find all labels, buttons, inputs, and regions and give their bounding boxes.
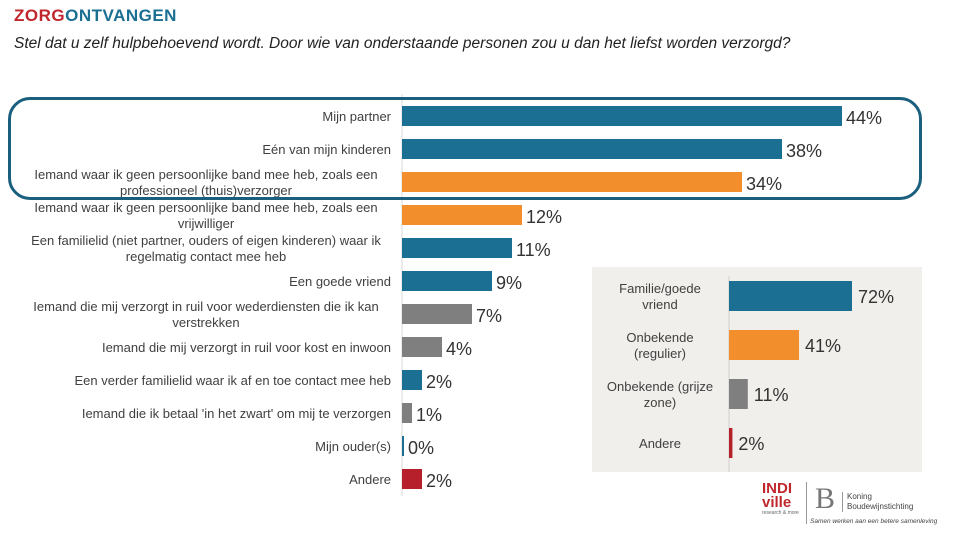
summary-chart-category-line: Onbekende bbox=[626, 330, 693, 345]
main-chart-category-line: Iemand die mij verzorgt in ruil voor kos… bbox=[102, 340, 391, 355]
main-chart-data-label: 44% bbox=[846, 108, 882, 128]
main-chart-data-label: 2% bbox=[426, 471, 452, 491]
main-chart-data-label: 1% bbox=[416, 405, 442, 425]
main-chart-bar bbox=[402, 238, 512, 258]
main-chart-bar bbox=[402, 337, 442, 357]
page-title-part1: ZORG bbox=[14, 6, 66, 25]
summary-chart-bar bbox=[729, 330, 800, 360]
summary-chart-category-line: Andere bbox=[639, 436, 681, 451]
summary-chart-category-label: Familie/goede vriend bbox=[619, 281, 701, 312]
summary-chart-bar bbox=[729, 428, 733, 458]
main-chart-category-label: Iemand die mij verzorgt in ruil voor wed… bbox=[33, 299, 378, 330]
main-chart-category-label: Mijn ouder(s) bbox=[315, 439, 391, 454]
main-chart-category-label: Een verder familielid waar ik af en toe … bbox=[74, 373, 391, 388]
main-chart-category-line: Iemand waar ik geen persoonlijke band me… bbox=[34, 167, 377, 182]
main-chart-bar bbox=[402, 304, 472, 324]
summary-chart-bar bbox=[729, 281, 852, 311]
main-chart-data-label: 7% bbox=[476, 306, 502, 326]
logo-area: INDI ville research & more B Koning Boud… bbox=[760, 480, 950, 532]
main-chart-category-line: Iemand die mij verzorgt in ruil voor wed… bbox=[33, 299, 378, 314]
summary-chart-data-label: 41% bbox=[805, 336, 841, 356]
summary-chart-category-line: zone) bbox=[644, 395, 677, 410]
summary-chart-category-label: Onbekende (regulier) bbox=[626, 330, 693, 361]
main-chart-category-line: Mijn ouder(s) bbox=[315, 439, 391, 454]
main-chart-bar bbox=[402, 139, 782, 159]
main-chart-category-line: Iemand die ik betaal 'in het zwart' om m… bbox=[82, 406, 391, 421]
kb-logo-mark: B bbox=[814, 482, 835, 515]
main-chart-category-line: vrijwilliger bbox=[178, 216, 235, 231]
main-chart-category-label: Iemand die ik betaal 'in het zwart' om m… bbox=[82, 406, 391, 421]
main-chart-category-line: Mijn partner bbox=[322, 109, 391, 124]
summary-chart-bar bbox=[729, 379, 748, 409]
main-chart-category-label: Een familielid (niet partner, ouders of … bbox=[31, 233, 381, 264]
main-chart-category-line: Een familielid (niet partner, ouders of … bbox=[31, 233, 381, 248]
summary-chart-category-label: Onbekende (grijze zone) bbox=[607, 379, 713, 410]
logo-divider bbox=[806, 482, 807, 524]
summary-chart-data-label: 72% bbox=[858, 287, 894, 307]
indiville-logo-line2: ville bbox=[762, 494, 792, 511]
main-chart-data-label: 4% bbox=[446, 339, 472, 359]
main-chart-bar bbox=[402, 205, 522, 225]
main-chart-data-label: 9% bbox=[496, 273, 522, 293]
summary-chart-category-label: Andere bbox=[639, 436, 681, 451]
main-chart-data-label: 2% bbox=[426, 372, 452, 392]
main-chart-category-line: regelmatig contact mee heb bbox=[126, 249, 286, 264]
main-chart-data-label: 38% bbox=[786, 141, 822, 161]
main-chart-bar bbox=[402, 469, 422, 489]
indiville-logo-line1: INDI bbox=[762, 480, 792, 497]
indiville-tagline: research & more bbox=[762, 510, 799, 516]
summary-chart-category-line: (regulier) bbox=[634, 346, 686, 361]
page-title: ZORGONTVANGEN bbox=[14, 6, 177, 26]
main-chart-bar bbox=[402, 370, 422, 390]
main-chart-bar bbox=[402, 403, 412, 423]
main-chart-data-label: 11% bbox=[516, 240, 551, 260]
survey-question: Stel dat u zelf hulpbehoevend wordt. Doo… bbox=[14, 35, 791, 52]
page-title-part2: ONTVANGEN bbox=[65, 6, 177, 25]
summary-chart-data-label: 2% bbox=[738, 434, 764, 454]
kb-name-line2: Boudewijnstichting bbox=[847, 502, 914, 511]
main-chart-bar bbox=[402, 271, 492, 291]
main-chart-data-label: 34% bbox=[746, 174, 782, 194]
main-chart-data-label: 12% bbox=[526, 207, 562, 227]
highlight-frame bbox=[8, 97, 922, 200]
main-chart-category-label: Een goede vriend bbox=[289, 274, 391, 289]
main-chart-category-line: Andere bbox=[349, 472, 391, 487]
kb-name-line1: Koning bbox=[847, 492, 872, 501]
main-chart-category-label: Andere bbox=[349, 472, 391, 487]
main-chart-bar bbox=[402, 106, 842, 126]
main-chart-category-line: professioneel (thuis)verzorger bbox=[120, 183, 293, 198]
summary-chart-category-line: Familie/goede bbox=[619, 281, 701, 296]
main-chart-category-label: Mijn partner bbox=[322, 109, 391, 124]
main-chart-category-label: Iemand waar ik geen persoonlijke band me… bbox=[34, 167, 377, 198]
main-chart-category-line: Een goede vriend bbox=[289, 274, 391, 289]
main-chart-category-line: verstrekken bbox=[172, 315, 239, 330]
main-chart-data-label: 0% bbox=[408, 438, 434, 458]
indiville-logo: INDI ville research & more bbox=[762, 480, 799, 516]
summary-chart-category-line: vriend bbox=[642, 297, 677, 312]
main-chart-category-line: Iemand waar ik geen persoonlijke band me… bbox=[34, 200, 377, 215]
main-chart-bar bbox=[402, 172, 742, 192]
kb-tagline: Samen werken aan een betere samenleving bbox=[810, 518, 938, 525]
summary-chart-data-label: 11% bbox=[754, 385, 789, 405]
main-chart-category-label: Eén van mijn kinderen bbox=[262, 142, 391, 157]
kb-logo-name: Koning Boudewijnstichting bbox=[842, 492, 913, 512]
main-chart-bar bbox=[402, 436, 404, 456]
main-chart-category-label: Iemand waar ik geen persoonlijke band me… bbox=[34, 200, 377, 231]
summary-chart-category-line: Onbekende (grijze bbox=[607, 379, 713, 394]
main-chart-category-line: Eén van mijn kinderen bbox=[262, 142, 391, 157]
main-chart-category-label: Iemand die mij verzorgt in ruil voor kos… bbox=[102, 340, 391, 355]
main-chart-category-line: Een verder familielid waar ik af en toe … bbox=[74, 373, 391, 388]
